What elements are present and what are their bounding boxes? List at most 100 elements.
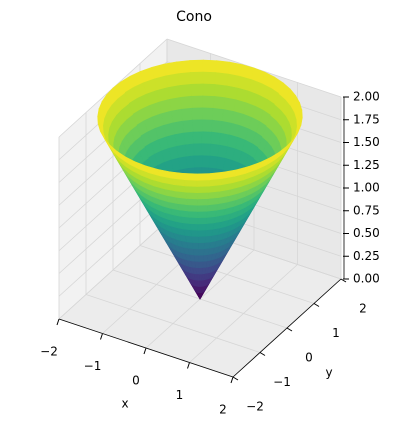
x-tick-label: −2 <box>40 345 58 359</box>
surface-patch <box>191 107 203 121</box>
surface-patch <box>205 222 215 231</box>
surface-patch <box>182 119 194 134</box>
surface-patch <box>184 185 198 194</box>
surface-patch <box>178 83 192 98</box>
x-tick <box>230 376 234 384</box>
y-tick-label: 2 <box>359 302 367 316</box>
grid-line <box>85 294 261 353</box>
surface-patch <box>198 248 205 256</box>
z-tick-label: 0.50 <box>353 226 380 240</box>
surface-patch <box>198 267 203 275</box>
surface-patch <box>183 131 194 146</box>
z-tick-label: 2.00 <box>353 90 380 104</box>
surface-patch <box>193 143 203 157</box>
x-tick-label: 1 <box>176 388 184 402</box>
surface-patch <box>197 204 208 212</box>
surface-patch <box>199 279 202 287</box>
surface-patch <box>185 191 198 200</box>
surface-patch <box>192 242 199 250</box>
surface-patch <box>190 83 204 97</box>
surface-patch <box>188 217 199 225</box>
x-tick-label: −1 <box>84 359 102 373</box>
surface-patch <box>196 179 210 187</box>
surface-patch <box>199 286 202 294</box>
surface-patch <box>202 95 215 109</box>
surface-patch <box>211 119 223 134</box>
surface-patch <box>192 119 203 133</box>
y-tick-label: 1 <box>332 326 340 340</box>
surface-patch <box>202 107 214 121</box>
surface-patch <box>214 72 229 87</box>
surface-patch <box>202 71 217 85</box>
y-axis-label: y <box>325 366 332 380</box>
y-tick-label: −2 <box>246 400 264 414</box>
surface-patch <box>168 97 182 112</box>
surface-patch <box>199 273 203 281</box>
grid-line <box>139 245 315 304</box>
surface-patch <box>196 192 209 200</box>
x-axis-label: x <box>121 397 128 411</box>
surface-patch <box>198 235 206 244</box>
surface-patch <box>196 173 211 181</box>
surface-patch <box>213 84 228 99</box>
surface-patch <box>169 171 185 180</box>
x-tick-label: 0 <box>132 374 140 388</box>
surface-patch <box>215 60 230 75</box>
surface-patch <box>190 229 199 237</box>
surface-patch <box>187 204 199 212</box>
y-tick <box>286 327 293 332</box>
x-tick <box>56 318 60 326</box>
x-tick <box>143 347 147 355</box>
surface-patch <box>183 179 198 187</box>
x-axis-line <box>58 318 234 378</box>
surface-patch <box>203 247 210 256</box>
surface-patch <box>181 107 193 122</box>
surface-patch <box>198 261 204 269</box>
x-tick <box>187 362 190 369</box>
surface-patch <box>177 72 192 86</box>
surface-patch <box>203 241 211 250</box>
surface-patch <box>212 96 226 110</box>
surface-patch <box>190 71 204 85</box>
y-tick <box>259 352 266 356</box>
surface-patch <box>201 119 213 133</box>
surface-patch <box>201 131 212 145</box>
grid-line <box>58 220 168 320</box>
surface-patch <box>212 107 225 122</box>
surface-patch <box>202 254 209 262</box>
surface-patch <box>194 260 200 269</box>
surface-patch <box>176 60 191 75</box>
x-tick-label: 2 <box>219 403 227 417</box>
grid-line <box>58 197 168 297</box>
surface-patch <box>202 83 216 97</box>
surface-patch <box>184 143 195 158</box>
surface-patch <box>201 143 212 157</box>
surface-patch <box>189 223 199 231</box>
surface-patch <box>167 85 181 100</box>
surface-patch <box>209 171 224 181</box>
surface-patch <box>192 131 203 145</box>
z-tick-label: 1.00 <box>353 181 380 195</box>
surface-patch <box>204 228 214 237</box>
z-tick-label: 1.25 <box>353 158 380 172</box>
surface-patch <box>183 173 198 181</box>
surface-patch <box>197 223 207 231</box>
surface-patch <box>197 210 208 219</box>
z-tick-label: 1.75 <box>353 112 380 126</box>
surface-patch <box>184 235 193 243</box>
surface-patch <box>165 73 180 89</box>
y-tick <box>232 376 239 381</box>
y-tick <box>313 303 320 307</box>
y-tick <box>340 278 347 283</box>
surface-patch <box>186 198 198 206</box>
surface-patch <box>197 229 206 237</box>
y-tick-label: −1 <box>273 375 291 389</box>
surface-patch <box>193 254 200 262</box>
surface-patch <box>189 59 204 73</box>
surface-patch <box>198 254 204 262</box>
y-tick-label: 0 <box>305 351 313 365</box>
surface-patch <box>193 155 203 169</box>
surface-patch <box>191 95 204 109</box>
y-axis-line <box>232 278 342 378</box>
